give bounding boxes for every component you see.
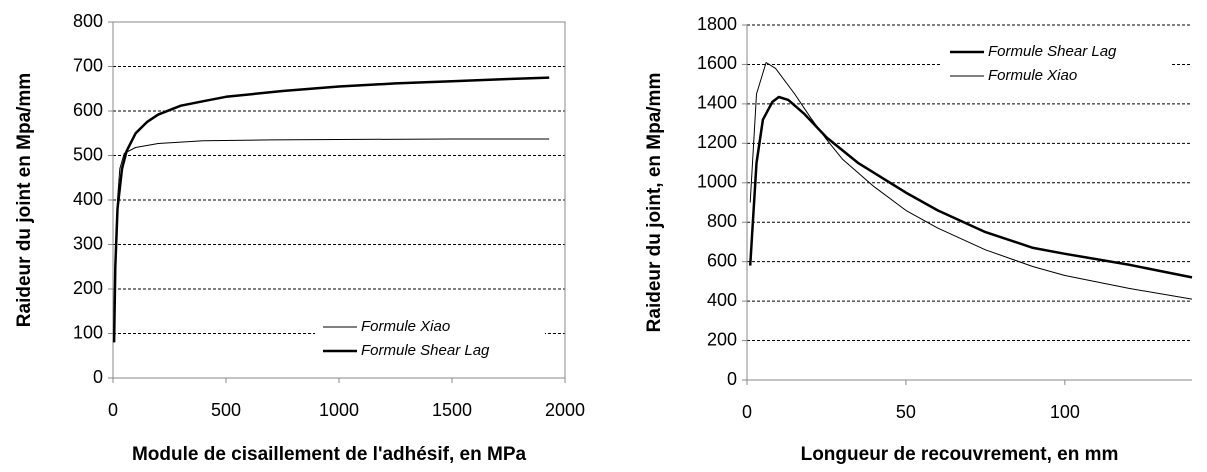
y-tick-label: 300: [73, 233, 103, 253]
y-axis-label: Raideur du joint, en Mpa/mm: [644, 73, 665, 333]
legend: Formule Shear Lag Formule Xiao: [942, 37, 1172, 91]
x-tick-label: 0: [108, 400, 118, 420]
legend-label: Formule Shear Lag: [988, 43, 1117, 60]
line: [112, 76, 550, 343]
y-tick-label: 700: [73, 55, 103, 75]
y-tick-label: 400: [73, 189, 103, 209]
x-tick-label: 100: [1050, 402, 1080, 422]
legend-box: [942, 37, 1172, 91]
legend: Formule Xiao Formule Shear Lag: [315, 312, 545, 366]
x-tick-label: 1500: [432, 400, 472, 420]
y-tick-label: 1200: [697, 132, 737, 152]
legend-label: Formule Xiao: [361, 318, 450, 335]
y-axis-label: Raideur du joint en Mpa/mm: [14, 73, 35, 327]
y-tick-label: 800: [707, 211, 737, 231]
y-tick-label: 0: [727, 369, 737, 389]
legend-label: Formule Shear Lag: [361, 342, 490, 359]
line: [749, 62, 1193, 300]
x-tick-label: 1000: [319, 400, 359, 420]
x-tick-label: 0: [742, 402, 752, 422]
y-tick-label: 800: [73, 11, 103, 31]
line: [748, 95, 1193, 279]
y-tick-label: 200: [707, 329, 737, 349]
y-tick-label: 400: [707, 290, 737, 310]
legend-label: Formule Xiao: [988, 67, 1077, 84]
x-tick-label: 2000: [545, 400, 585, 420]
y-tick-label: 600: [707, 250, 737, 270]
legend-box: [315, 312, 545, 366]
y-tick-label: 600: [73, 100, 103, 120]
y-tick-label: 0: [93, 367, 103, 387]
x-axis-label: Module de cisaillement de l'adhésif, en …: [132, 444, 527, 465]
y-tick-label: 1000: [697, 172, 737, 192]
x-tick-label: 500: [211, 400, 241, 420]
line: [113, 138, 550, 334]
y-tick-label: 200: [73, 278, 103, 298]
plot-border: [112, 21, 566, 379]
y-tick-label: 1400: [697, 93, 737, 113]
y-tick-label: 500: [73, 144, 103, 164]
y-tick-label: 1800: [697, 14, 737, 34]
x-axis-label: Longueur de recouvrement, en mm: [801, 444, 1119, 465]
y-tick-label: 100: [73, 322, 103, 342]
x-tick-label: 50: [896, 402, 916, 422]
y-tick-label: 1600: [697, 53, 737, 73]
